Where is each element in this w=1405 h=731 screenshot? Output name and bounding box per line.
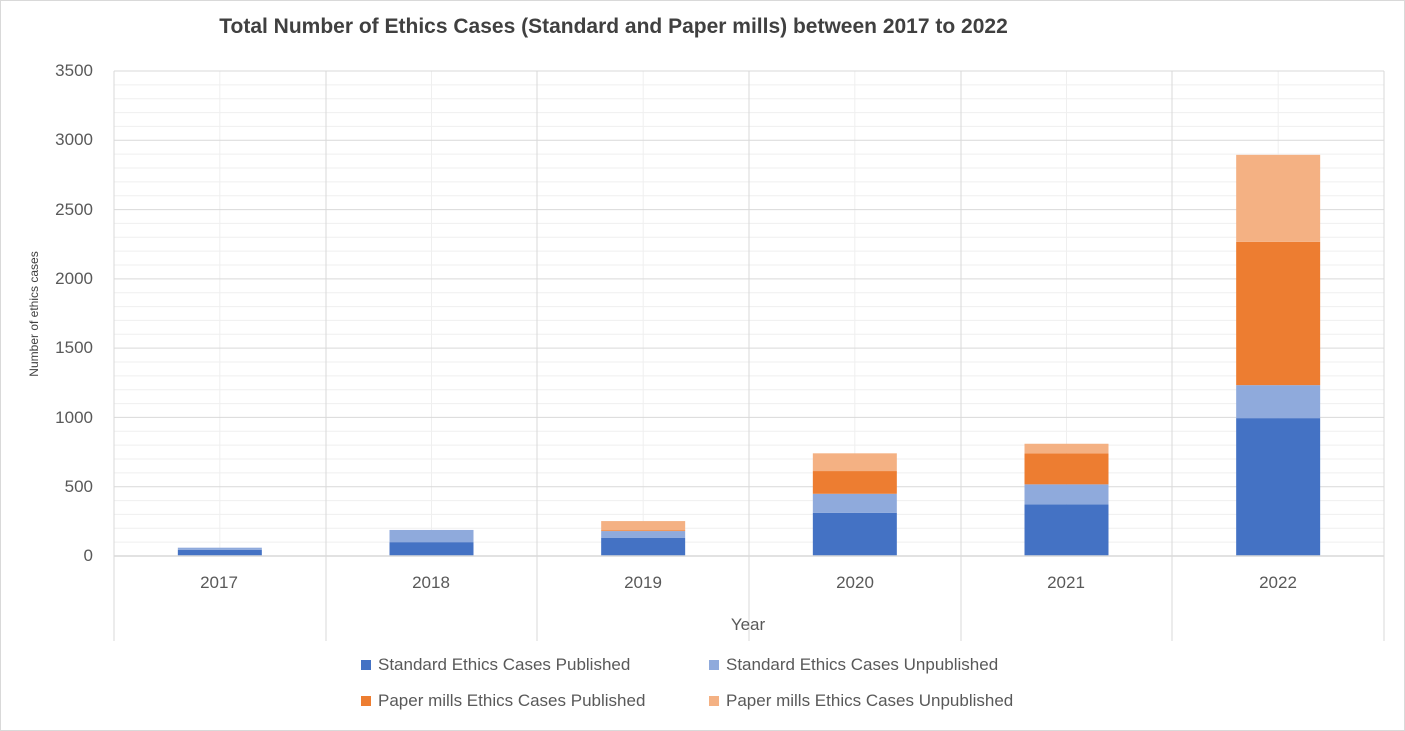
bar-segment (1024, 443, 1109, 454)
bar-segment (812, 493, 897, 513)
x-tick-2017: 2017 (200, 573, 238, 592)
legend-label: Standard Ethics Cases Published (378, 655, 631, 674)
legend-swatch-icon (361, 660, 371, 670)
bar-segment (1236, 241, 1321, 386)
x-tick-2019: 2019 (624, 573, 662, 592)
bar-segment (1024, 504, 1109, 556)
legend-item-pm-published: Paper mills Ethics Cases Published (361, 691, 645, 711)
bar-segment (601, 521, 686, 531)
bar-segment (1236, 418, 1321, 556)
bar-segment (1236, 154, 1321, 242)
bar-segment (389, 542, 474, 556)
bar-segment (601, 537, 686, 556)
legend-item-std-published: Standard Ethics Cases Published (361, 655, 630, 675)
bar-segment (1024, 453, 1109, 485)
chart-title: Total Number of Ethics Cases (Standard a… (219, 15, 1008, 38)
bar-segment (601, 531, 686, 538)
bar-segment (601, 530, 686, 532)
legend-label: Paper mills Ethics Cases Published (378, 691, 646, 710)
legend-swatch-icon (709, 660, 719, 670)
legend-label: Standard Ethics Cases Unpublished (726, 655, 999, 674)
bar-segment (177, 549, 262, 556)
y-tick-3500: 3500 (55, 61, 93, 80)
bar-segment (1024, 484, 1109, 505)
y-tick-3000: 3000 (55, 130, 93, 149)
legend-swatch-icon (709, 696, 719, 706)
legend-swatch-icon (361, 696, 371, 706)
x-tick-2018: 2018 (412, 573, 450, 592)
bar-segment (1236, 385, 1321, 419)
plot-svg (113, 70, 1385, 641)
plot-area (113, 70, 1385, 641)
y-tick-2000: 2000 (55, 269, 93, 288)
legend-label: Paper mills Ethics Cases Unpublished (726, 691, 1014, 710)
y-tick-2500: 2500 (55, 200, 93, 219)
bar-segment (812, 471, 897, 494)
y-tick-1500: 1500 (55, 338, 93, 357)
x-tick-2022: 2022 (1259, 573, 1297, 592)
bar-segment (812, 512, 897, 556)
y-tick-500: 500 (64, 477, 93, 496)
legend-item-std-unpublished: Standard Ethics Cases Unpublished (709, 655, 998, 675)
bar-segment (177, 547, 262, 550)
y-tick-0: 0 (83, 546, 93, 565)
x-axis-label: Year (730, 615, 766, 634)
y-tick-1000: 1000 (55, 408, 93, 427)
legend-item-pm-unpublished: Paper mills Ethics Cases Unpublished (709, 691, 1013, 711)
x-tick-2020: 2020 (836, 573, 874, 592)
bar-segment (812, 453, 897, 472)
bar-segment (389, 529, 474, 543)
x-tick-2021: 2021 (1047, 573, 1085, 592)
